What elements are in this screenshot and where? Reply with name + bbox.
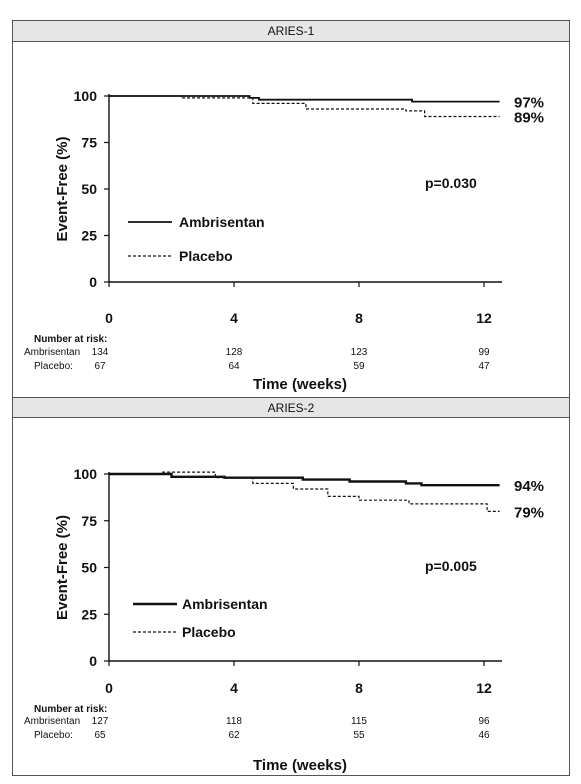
aries-1-risk-row-label-0: Ambrisentan bbox=[24, 347, 80, 358]
aries-1-y-tick-label-50: 50 bbox=[81, 181, 97, 197]
aries-1-y-axis-label: Event-Free (%) bbox=[54, 136, 71, 241]
aries-1-risk-value-1-1: 64 bbox=[228, 361, 240, 372]
aries-2-placebo-end-label: 79% bbox=[514, 504, 544, 521]
panel-title-aries-2: ARIES-2 bbox=[13, 397, 569, 418]
aries-2-y-tick-label-25: 25 bbox=[81, 606, 97, 622]
aries-1-placebo-curve bbox=[109, 95, 500, 118]
aries-2-x-tick-label-4: 4 bbox=[230, 680, 238, 696]
aries-2-placebo-curve bbox=[109, 471, 500, 512]
aries-2-risk-value-0-2: 115 bbox=[351, 716, 367, 727]
aries-1-risk-value-1-3: 47 bbox=[478, 361, 490, 372]
aries-2-p-value: p=0.005 bbox=[425, 558, 477, 574]
aries-2-y-tick-label-0: 0 bbox=[89, 653, 97, 669]
aries-2-risk-value-1-3: 46 bbox=[478, 730, 490, 741]
aries-2-risk-row-label-0: Ambrisentan bbox=[24, 716, 80, 727]
aries-1-risk-value-1-0: 67 bbox=[94, 361, 106, 372]
aries-1-y-tick-label-0: 0 bbox=[89, 274, 97, 290]
aries-2-ambrisentan-end-label: 94% bbox=[514, 478, 544, 495]
aries-1-risk-value-0-2: 123 bbox=[351, 347, 368, 358]
aries-2-y-tick-label-75: 75 bbox=[81, 513, 97, 529]
aries-2-y-tick-label-50: 50 bbox=[81, 560, 97, 576]
aries-1-risk-value-1-2: 59 bbox=[353, 361, 365, 372]
aries-2-risk-row-label-1: Placebo: bbox=[34, 730, 73, 741]
aries-1-risk-value-0-0: 134 bbox=[92, 347, 109, 358]
aries-2-risk-value-0-3: 96 bbox=[478, 716, 490, 727]
aries-2-ambrisentan-curve bbox=[109, 472, 500, 487]
aries-2-x-tick-label-8: 8 bbox=[355, 680, 363, 696]
aries-1-legend-label-placebo: Placebo bbox=[179, 248, 233, 264]
aries-1-placebo-end-label: 89% bbox=[514, 109, 544, 126]
aries-1-y-tick-label-25: 25 bbox=[81, 228, 97, 244]
aries-1-x-tick-label-12: 12 bbox=[476, 310, 492, 326]
figure-frame bbox=[12, 20, 570, 776]
aries-2-risk-value-1-0: 65 bbox=[94, 730, 106, 741]
aries-2-risk-value-1-1: 62 bbox=[228, 730, 240, 741]
aries-1-risk-row-label-1: Placebo: bbox=[34, 361, 73, 372]
aries-1-x-axis-label: Time (weeks) bbox=[253, 376, 347, 393]
aries-1-x-tick-label-4: 4 bbox=[230, 310, 238, 326]
aries-1-risk-value-0-3: 99 bbox=[478, 347, 490, 358]
aries-2-legend-label-placebo: Placebo bbox=[182, 624, 236, 640]
aries-1-x-tick-label-0: 0 bbox=[105, 310, 113, 326]
aries-2-risk-header: Number at risk: bbox=[34, 704, 107, 715]
aries-1-x-tick-label-8: 8 bbox=[355, 310, 363, 326]
aries-2-x-tick-label-0: 0 bbox=[105, 680, 113, 696]
aries-2-x-tick-label-12: 12 bbox=[476, 680, 492, 696]
aries-2-x-axis-label: Time (weeks) bbox=[253, 757, 347, 774]
aries-1-y-tick-label-75: 75 bbox=[81, 135, 97, 151]
aries-1-risk-value-0-1: 128 bbox=[226, 347, 243, 358]
aries-2-risk-value-0-1: 118 bbox=[226, 716, 242, 727]
aries-1-legend-label-ambrisentan: Ambrisentan bbox=[179, 214, 265, 230]
aries-2-y-tick-label-100: 100 bbox=[74, 466, 98, 482]
aries-1-p-value: p=0.030 bbox=[425, 175, 477, 191]
aries-2-risk-value-1-2: 55 bbox=[353, 730, 365, 741]
aries-1-ambrisentan-end-label: 97% bbox=[514, 95, 544, 112]
aries-1-risk-header: Number at risk: bbox=[34, 334, 107, 345]
panel-title-aries-1: ARIES-1 bbox=[13, 21, 569, 42]
aries-2-risk-value-0-0: 127 bbox=[92, 716, 109, 727]
aries-2-legend-label-ambrisentan: Ambrisentan bbox=[182, 596, 268, 612]
aries-1-y-tick-label-100: 100 bbox=[74, 88, 98, 104]
aries-1-ambrisentan-curve bbox=[109, 95, 500, 103]
aries-2-y-axis-label: Event-Free (%) bbox=[54, 515, 71, 620]
